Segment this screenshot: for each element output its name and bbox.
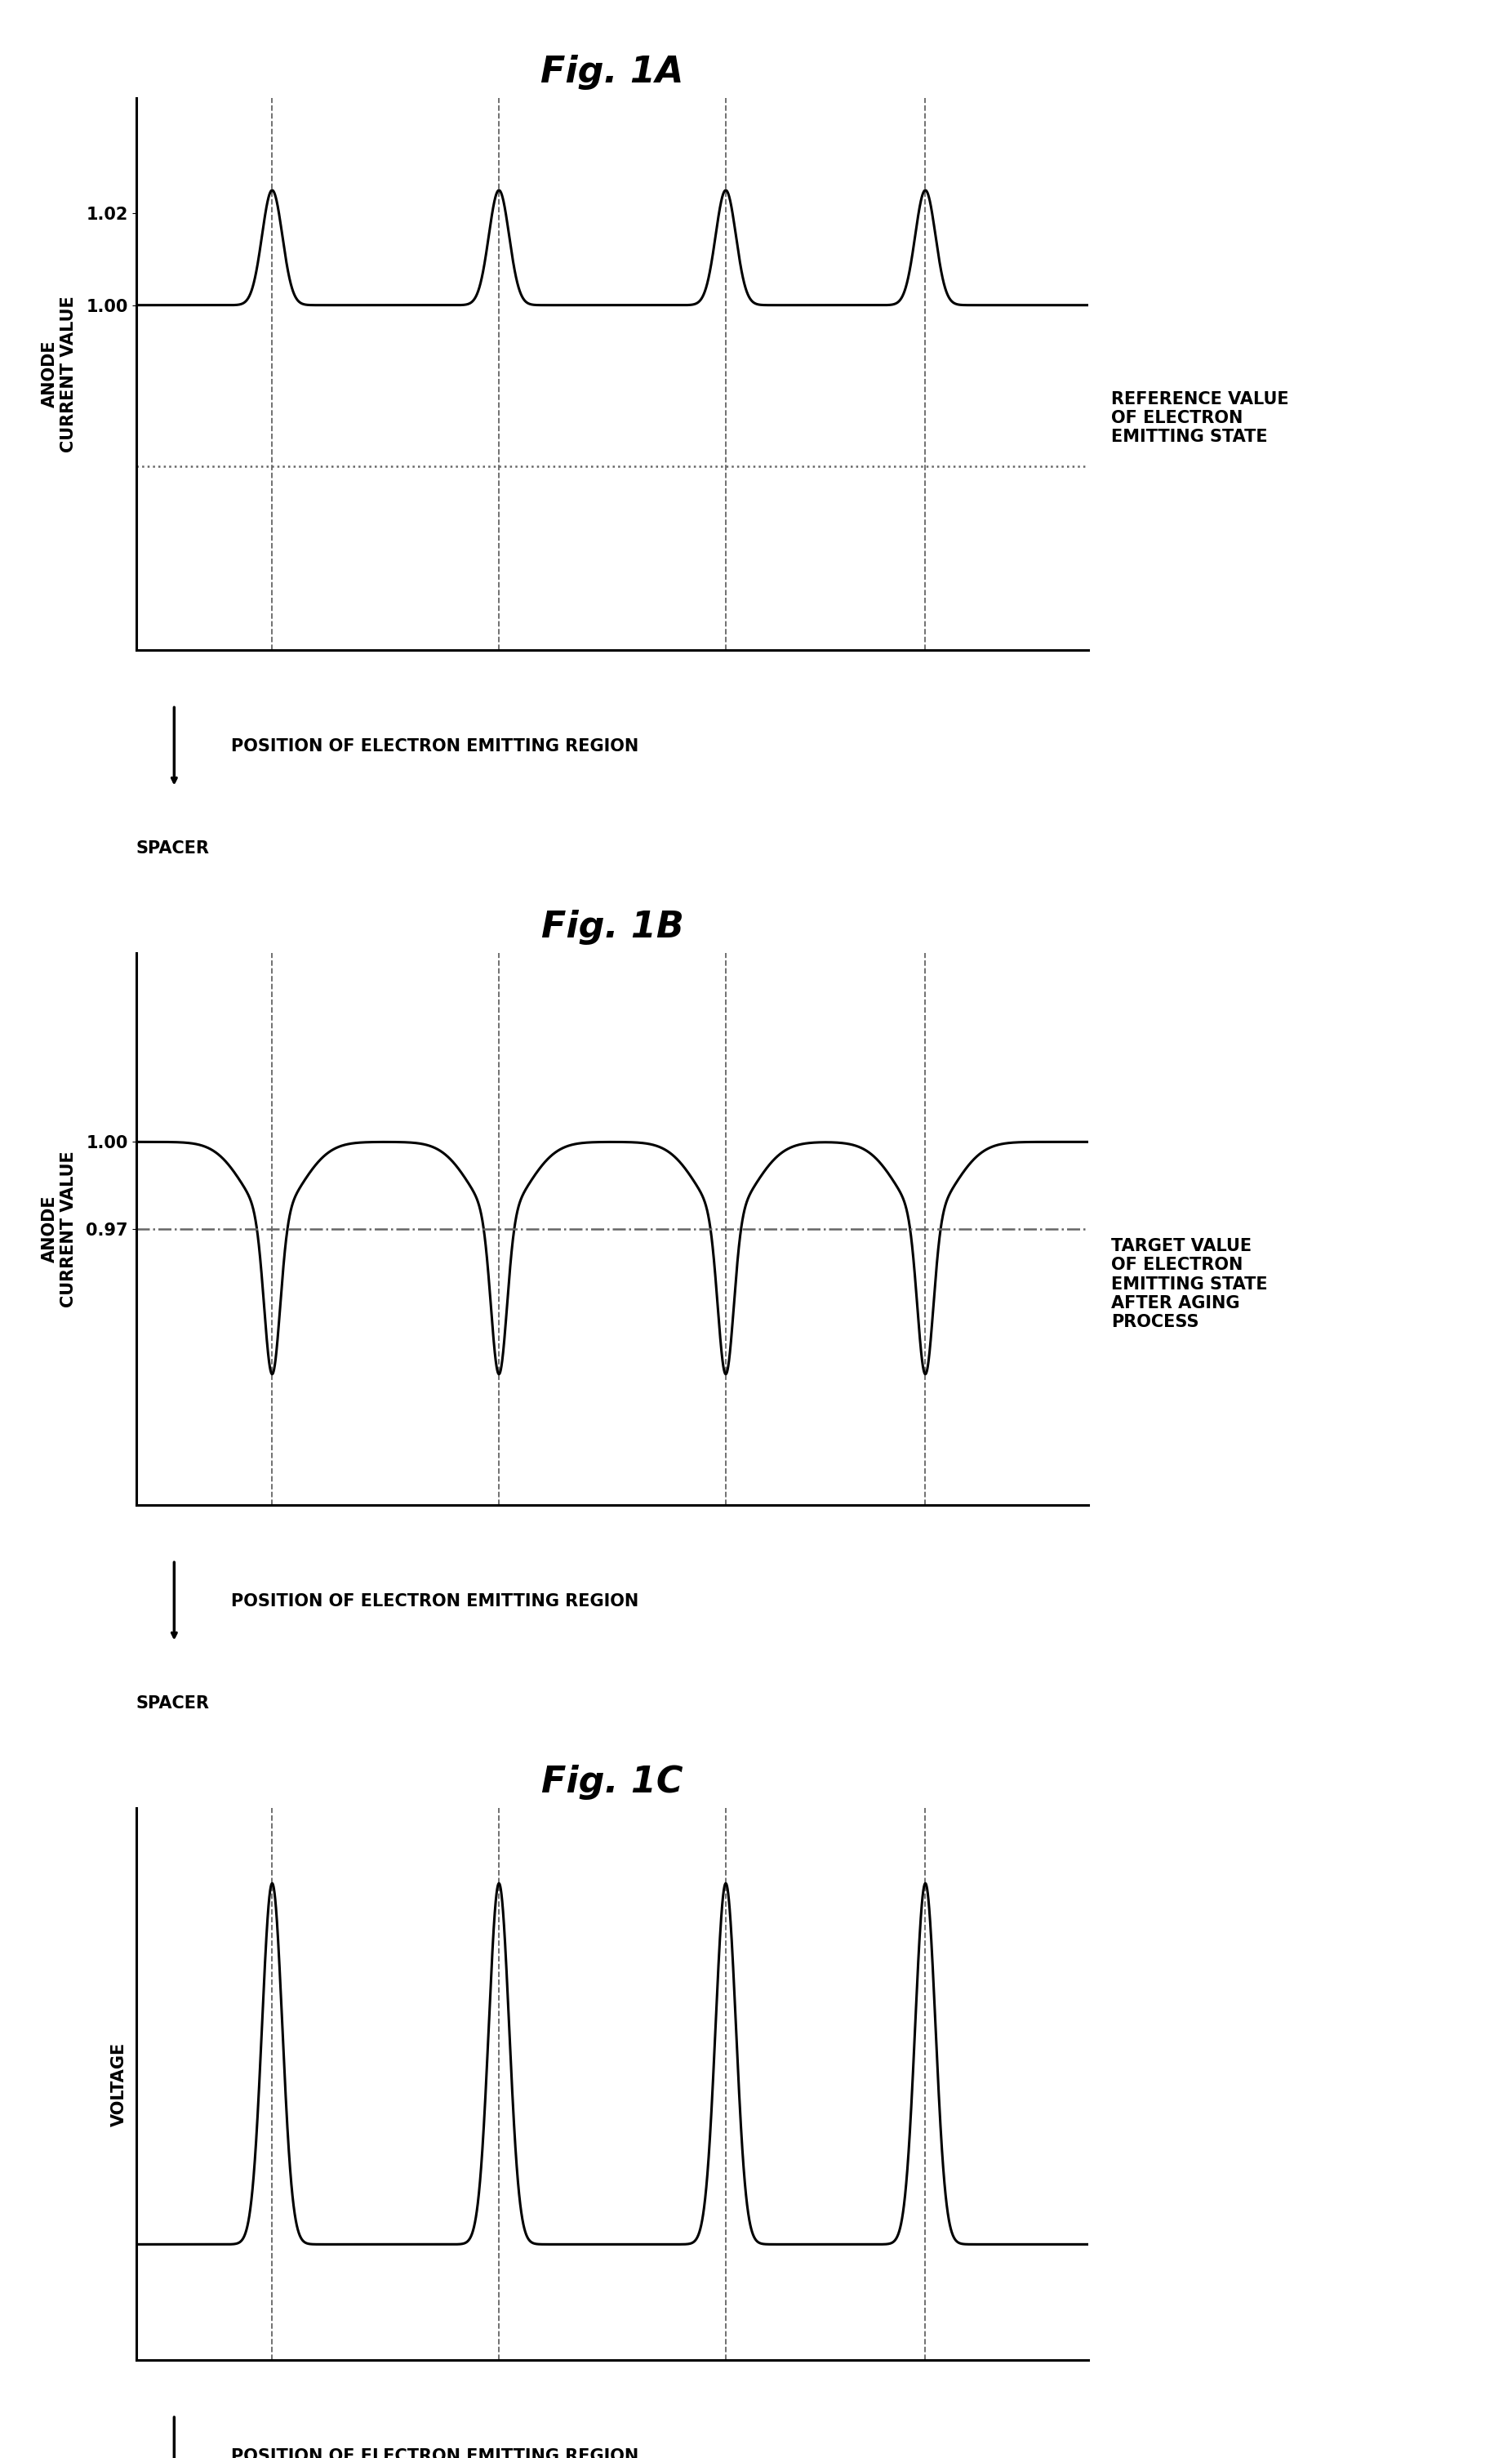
Text: REFERENCE VALUE
OF ELECTRON
EMITTING STATE: REFERENCE VALUE OF ELECTRON EMITTING STA… xyxy=(1111,391,1290,445)
Text: POSITION OF ELECTRON EMITTING REGION: POSITION OF ELECTRON EMITTING REGION xyxy=(231,737,640,755)
Title: Fig. 1C: Fig. 1C xyxy=(541,1765,683,1799)
Title: Fig. 1A: Fig. 1A xyxy=(541,54,683,91)
Text: SPACER: SPACER xyxy=(136,841,210,855)
Text: POSITION OF ELECTRON EMITTING REGION: POSITION OF ELECTRON EMITTING REGION xyxy=(231,2448,640,2458)
Y-axis label: ANODE
CURRENT VALUE: ANODE CURRENT VALUE xyxy=(42,295,77,452)
Y-axis label: ANODE
CURRENT VALUE: ANODE CURRENT VALUE xyxy=(42,1150,77,1308)
Text: SPACER: SPACER xyxy=(136,1696,210,1711)
Title: Fig. 1B: Fig. 1B xyxy=(541,909,683,944)
Text: POSITION OF ELECTRON EMITTING REGION: POSITION OF ELECTRON EMITTING REGION xyxy=(231,1593,640,1610)
Text: TARGET VALUE
OF ELECTRON
EMITTING STATE
AFTER AGING
PROCESS: TARGET VALUE OF ELECTRON EMITTING STATE … xyxy=(1111,1239,1267,1330)
Y-axis label: VOLTAGE: VOLTAGE xyxy=(110,2043,127,2126)
